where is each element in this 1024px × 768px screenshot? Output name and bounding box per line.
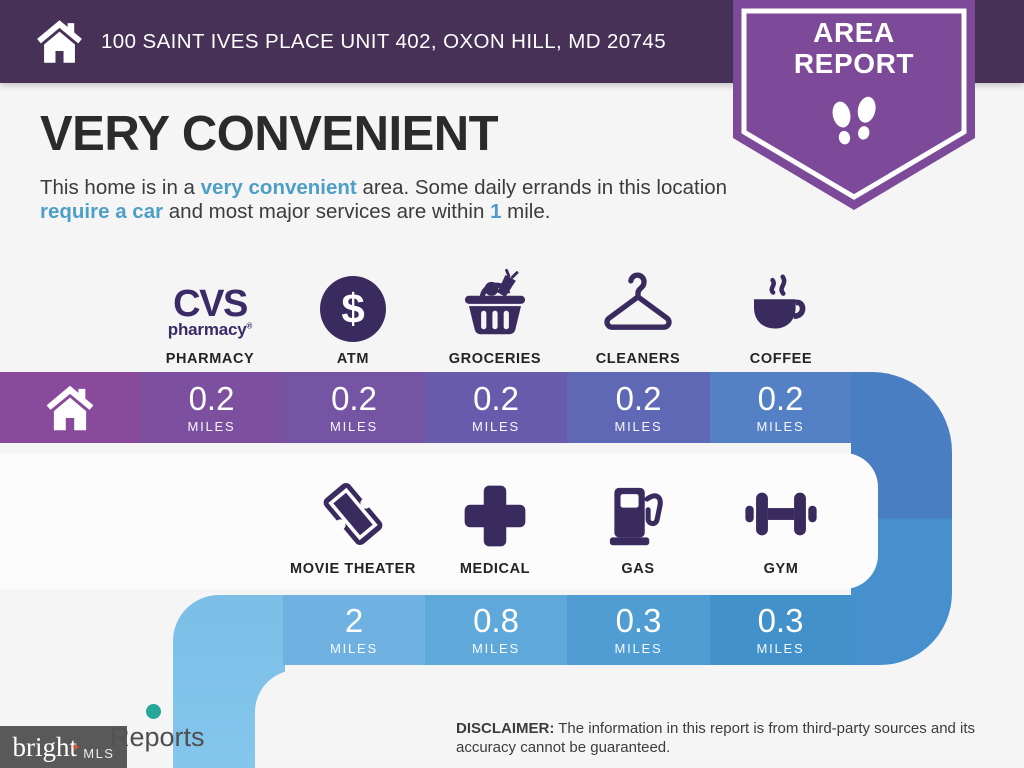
distance-unit: MILES bbox=[756, 418, 805, 434]
poi-label-groceries: GROCERIES bbox=[448, 351, 542, 367]
cvs-pharmacy-logo: CVS pharmacy® bbox=[167, 282, 253, 342]
bar1-segment-pharmacy: 0.2 MILES bbox=[140, 372, 283, 443]
brightmls-watermark: bright ✦ MLS bbox=[0, 726, 127, 768]
summary-seg2: area. Some daily errands in this locatio… bbox=[356, 176, 728, 199]
disclaimer-body: The information in this report is from t… bbox=[456, 720, 976, 756]
summary-highlight-2: require a car bbox=[40, 199, 164, 223]
disclaimer-text: DISCLAIMER: The information in this repo… bbox=[456, 720, 1014, 757]
distance-unit: MILES bbox=[614, 641, 663, 656]
cvs-logo-text: CVS bbox=[173, 282, 248, 325]
poi-label-movie-theater: MOVIE THEATER bbox=[290, 561, 416, 577]
grocery-basket-icon bbox=[464, 268, 526, 335]
distance-value: 0.2 bbox=[757, 379, 804, 417]
distance-value: 0.2 bbox=[473, 379, 519, 417]
property-address: 100 SAINT IVES PLACE UNIT 402, OXON HILL… bbox=[101, 29, 667, 53]
bottom-card bbox=[255, 670, 1024, 768]
distance-value: 0.3 bbox=[757, 602, 804, 639]
row2-card bbox=[0, 453, 878, 589]
poi-medical: MEDICAL bbox=[410, 474, 580, 577]
distance-unit: MILES bbox=[756, 641, 805, 656]
bar2-segment-movie-theater: 2 MILES bbox=[283, 595, 425, 665]
summary-text: This home is in a very convenient area. … bbox=[40, 176, 740, 223]
distance-unit: MILES bbox=[329, 418, 378, 434]
bar1-segment-coffee: 0.2 MILES bbox=[710, 372, 851, 443]
distance-unit: MILES bbox=[187, 418, 236, 434]
bar1-home-segment bbox=[0, 372, 140, 443]
poi-cleaners: CLEANERS bbox=[553, 258, 723, 367]
cvs-logo-subtext: pharmacy® bbox=[167, 319, 253, 339]
bar1-segment-atm: 0.2 MILES bbox=[283, 372, 425, 443]
brightmls-star-icon: ✦ bbox=[71, 741, 81, 754]
distance-value: 0.2 bbox=[331, 379, 377, 417]
distance-value: 0.2 bbox=[188, 379, 235, 417]
distance-unit: MILES bbox=[471, 418, 520, 434]
poi-coffee: COFFEE bbox=[696, 258, 866, 367]
badge-ribbon-shape bbox=[733, 0, 975, 210]
page-title: VERY CONVENIENT bbox=[40, 107, 499, 161]
bar1-segment-groceries: 0.2 MILES bbox=[425, 372, 567, 443]
poi-pharmacy: CVS pharmacy® PHARMACY bbox=[125, 258, 295, 367]
distance-unit: MILES bbox=[614, 418, 663, 434]
summary-seg3: and most major services are within bbox=[163, 199, 491, 223]
medical-cross-icon bbox=[464, 485, 526, 547]
bar2-segment-gym: 0.3 MILES bbox=[710, 595, 851, 665]
gas-pump-icon bbox=[609, 487, 663, 546]
distance-unit: MILES bbox=[329, 641, 378, 656]
hanger-icon bbox=[604, 272, 672, 330]
poi-gas: GAS bbox=[553, 474, 723, 577]
poi-label-cleaners: CLEANERS bbox=[595, 351, 681, 367]
brightmls-mls-text: MLS bbox=[83, 746, 115, 761]
poi-label-coffee: COFFEE bbox=[749, 351, 813, 367]
badge-title-line1: AREA bbox=[813, 17, 895, 48]
bar1-segment-cleaners: 0.2 MILES bbox=[567, 372, 710, 443]
poi-gym: GYM bbox=[696, 474, 866, 577]
poi-label-atm: ATM bbox=[336, 351, 370, 367]
coffee-cup-icon bbox=[754, 274, 806, 329]
distance-value: 0.3 bbox=[615, 602, 662, 639]
summary-seg4: mile. bbox=[501, 199, 551, 223]
area-report-badge: AREA REPORT bbox=[733, 0, 975, 212]
dollar-circle-icon: $ bbox=[320, 276, 386, 342]
distance-value: 0.2 bbox=[615, 379, 662, 417]
poi-label-gym: GYM bbox=[763, 561, 799, 577]
ticket-icon bbox=[323, 482, 383, 546]
dumbbell-icon bbox=[745, 492, 817, 536]
poi-movie-theater: MOVIE THEATER bbox=[268, 474, 438, 577]
footprints-icon bbox=[832, 96, 876, 145]
bar2-segment-medical: 0.8 MILES bbox=[425, 595, 567, 665]
summary-highlight-3: 1 bbox=[490, 199, 502, 223]
poi-label-pharmacy: PHARMACY bbox=[165, 351, 255, 367]
home-icon bbox=[37, 20, 82, 63]
summary-seg1: This home is in a bbox=[40, 176, 201, 199]
poi-label-medical: MEDICAL bbox=[459, 561, 531, 577]
distance-value: 2 bbox=[344, 602, 364, 639]
distance-value: 0.8 bbox=[473, 602, 519, 639]
brightmls-logo-text: bright bbox=[12, 731, 78, 762]
poi-atm: $ ATM bbox=[268, 258, 438, 367]
reports-logo-dot bbox=[146, 704, 161, 719]
bar2-segment-gas: 0.3 MILES bbox=[567, 595, 710, 665]
badge-title-line2: REPORT bbox=[793, 48, 915, 79]
poi-label-gas: GAS bbox=[621, 561, 655, 577]
poi-groceries: GROCERIES bbox=[410, 258, 580, 367]
summary-highlight-1: very convenient bbox=[200, 176, 357, 199]
home-icon bbox=[46, 385, 94, 430]
disclaimer-label: DISCLAIMER: bbox=[456, 720, 555, 737]
distance-unit: MILES bbox=[471, 641, 520, 656]
